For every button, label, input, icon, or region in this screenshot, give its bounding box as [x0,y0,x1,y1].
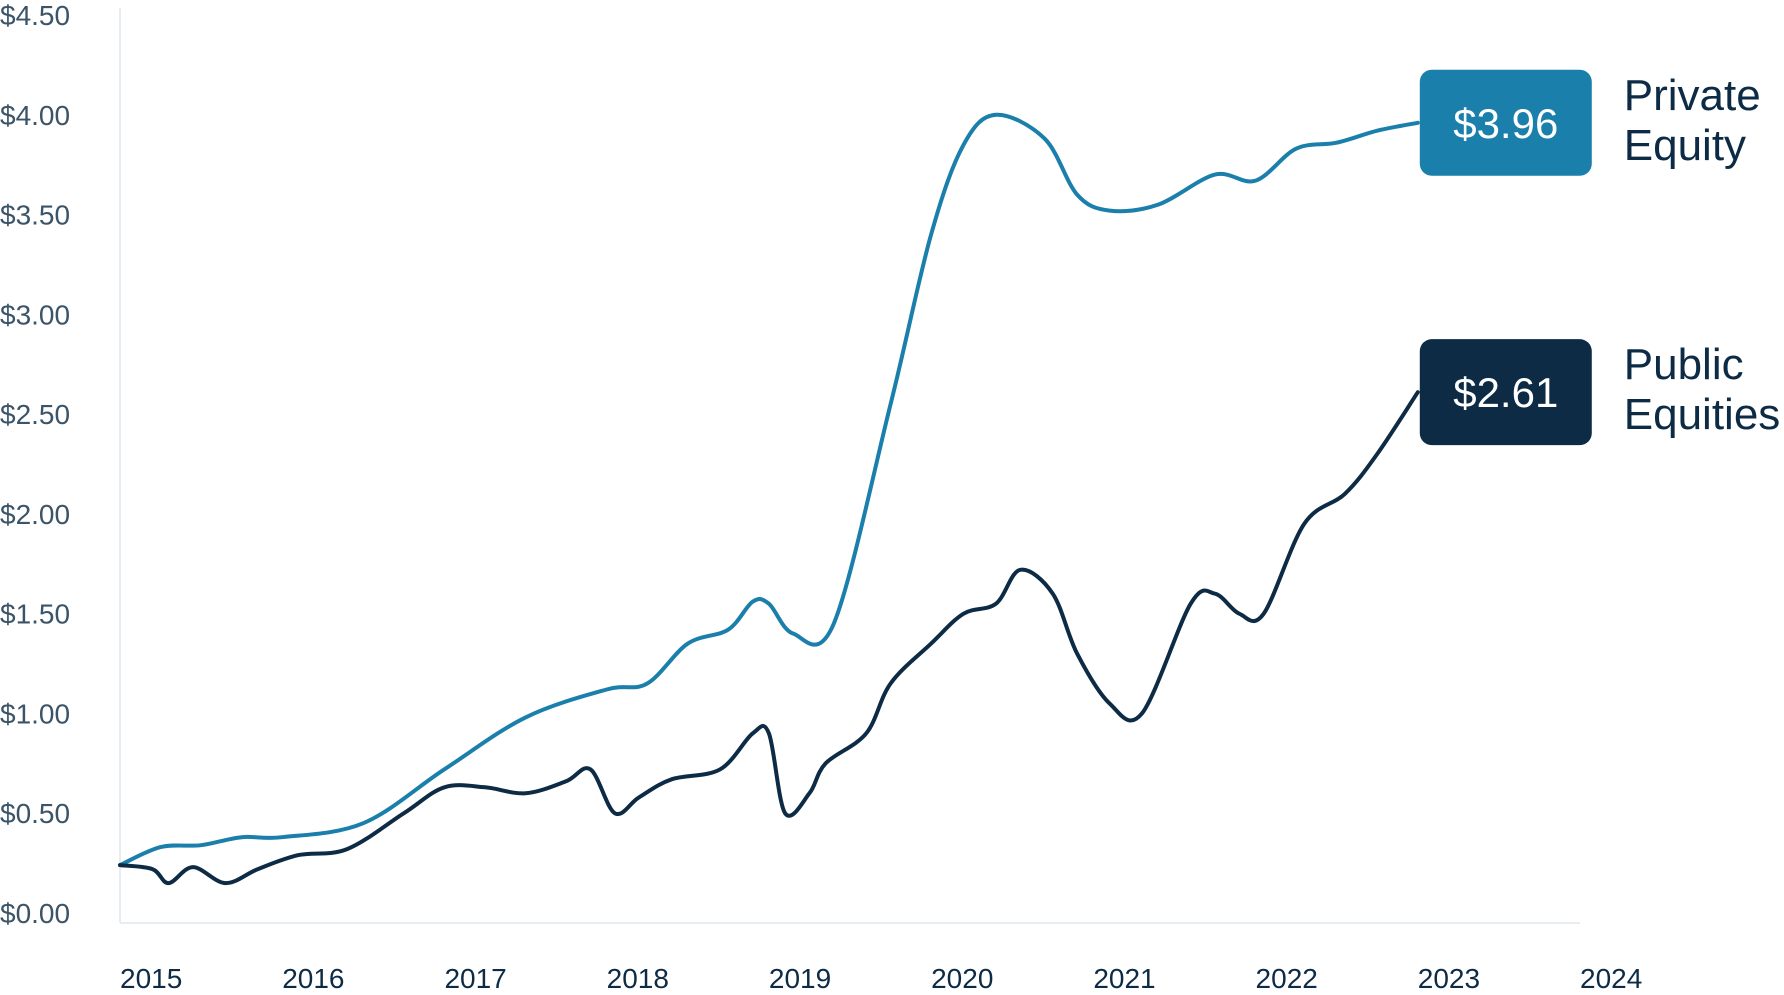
y-tick-label: $3.50 [0,200,70,231]
x-tick-label: 2017 [444,963,506,994]
y-tick-label: $1.00 [0,698,70,729]
series-line-public-equities [118,390,1420,886]
series-name-label-private-equity: Private [1624,71,1761,120]
end-value-badge-private-equity [1419,69,1592,176]
x-tick-label: 2023 [1418,963,1480,994]
series-lines [118,112,1420,886]
end-value-label-public-equities: $2.61 [1453,369,1558,416]
x-tick-label: 2019 [769,963,831,994]
y-tick-label: $4.00 [0,100,70,131]
x-axis-ticks: 2015 2016 2017 2018 2019 2020 2021 2022 2023 2024 [120,963,1642,994]
y-axis-ticks: $0.00 $0.50 $1.00 $1.50 $2.00 $2.50 $3.00 $3.50… [0,0,70,929]
y-tick-label: $2.00 [0,499,70,530]
x-tick-label: 2021 [1093,963,1155,994]
y-tick-label: $0.00 [0,898,70,929]
y-tick-label: $1.50 [0,599,70,630]
y-tick-label: $2.50 [0,399,70,430]
series-name-label-private-equity: Equity [1624,121,1746,170]
x-tick-label: 2018 [607,963,669,994]
series-line-private-equity [118,112,1420,868]
x-tick-label: 2016 [282,963,344,994]
y-tick-label: $3.00 [0,299,70,330]
y-tick-label: $0.50 [0,798,70,829]
series-name-label-public-equities: Equities [1624,390,1781,439]
x-tick-label: 2022 [1256,963,1318,994]
x-tick-label: 2015 [120,963,182,994]
series-name-label-public-equities: Public [1624,340,1744,389]
y-tick-label: $4.50 [0,0,70,31]
x-tick-label: 2020 [931,963,993,994]
end-value-label-private-equity: $3.96 [1453,100,1558,147]
x-tick-label: 2024 [1580,963,1642,994]
end-value-badge-public-equities [1419,339,1592,446]
